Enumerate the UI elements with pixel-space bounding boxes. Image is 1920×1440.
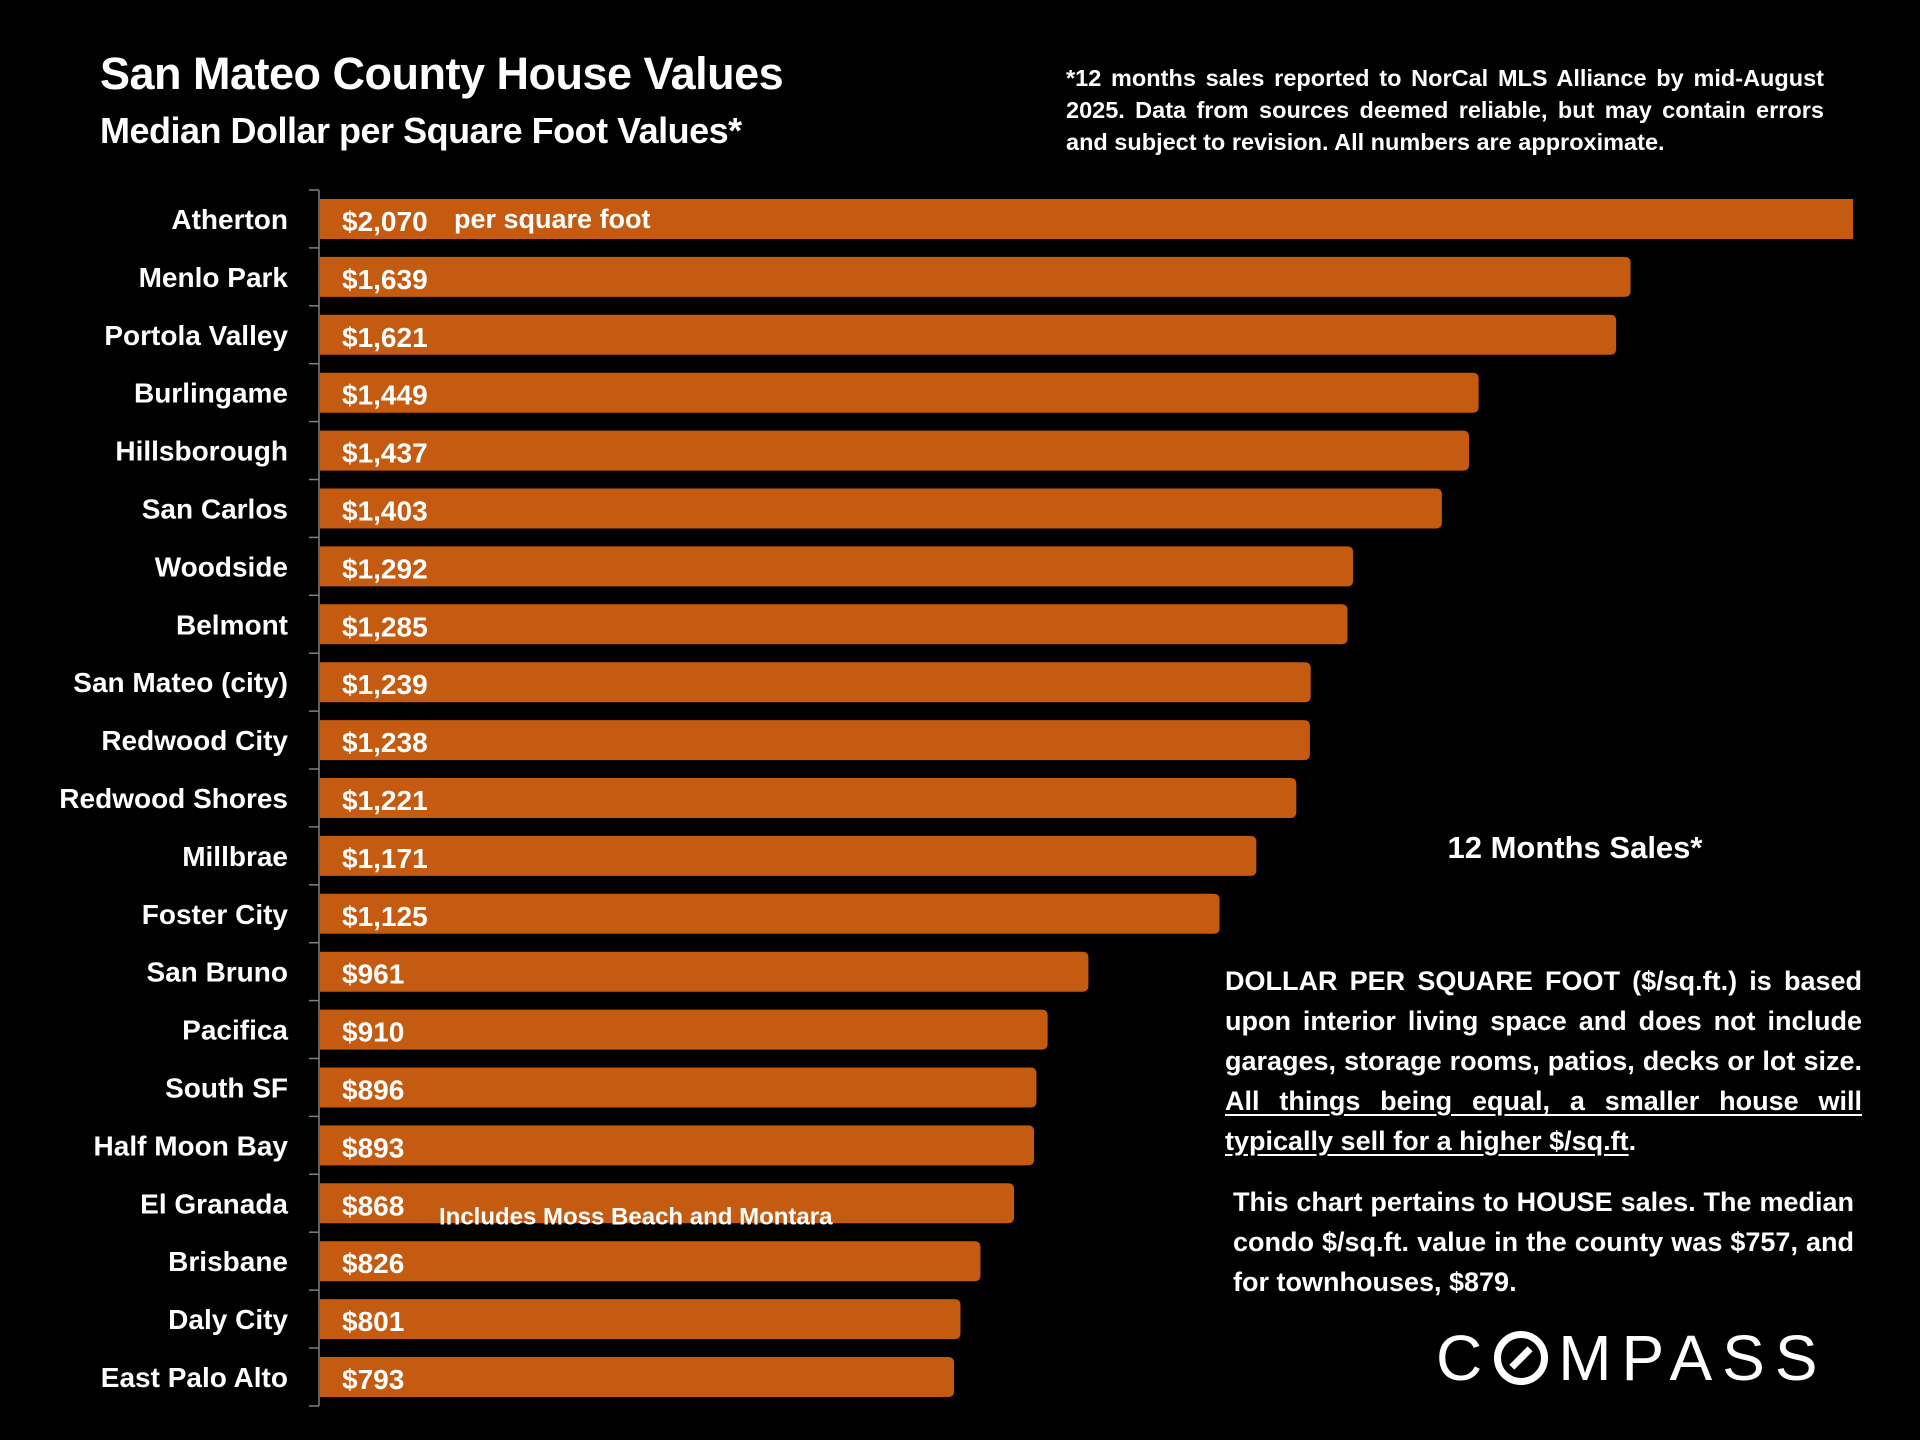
value-label: $793 — [342, 1364, 404, 1395]
category-label: Woodside — [155, 551, 288, 582]
value-label: $2,070 — [342, 206, 428, 237]
bar-millbrae — [320, 835, 1257, 876]
bar-daly-city — [320, 1299, 961, 1340]
category-labels: Atherton Menlo Park Portola Valley Burlinga… — [59, 204, 288, 1393]
value-label: $1,238 — [342, 727, 428, 758]
definition-end: . — [1628, 1126, 1637, 1156]
definition-text: DOLLAR PER SQUARE FOOT ($/sq.ft.) is bas… — [1225, 966, 1862, 1076]
value-label: $961 — [342, 959, 404, 990]
value-label: $1,285 — [342, 611, 428, 642]
category-label: Portola Valley — [104, 320, 288, 351]
value-label: $1,292 — [342, 553, 428, 584]
bar-san-mateo-city — [320, 662, 1311, 703]
category-label: Belmont — [176, 609, 288, 640]
value-label: $801 — [342, 1306, 404, 1337]
logo-letter-c: C — [1436, 1322, 1493, 1394]
bar-redwood-shores — [320, 778, 1297, 818]
bar-san-carlos — [320, 488, 1442, 529]
value-label: $868 — [342, 1190, 404, 1221]
value-label: $1,221 — [342, 785, 428, 816]
category-label: Brisbane — [168, 1246, 288, 1277]
category-label: El Granada — [140, 1188, 288, 1219]
bar-belmont — [320, 604, 1348, 645]
value-label: $1,621 — [342, 322, 428, 353]
sales-period-heading: 12 Months Sales* — [1447, 830, 1703, 865]
bar-redwood-city — [320, 720, 1310, 761]
value-label: $1,449 — [342, 380, 428, 411]
bar-atherton — [320, 199, 1853, 239]
bar-pacifica — [320, 1009, 1048, 1050]
category-label: San Bruno — [146, 957, 288, 988]
category-label: Hillsborough — [115, 436, 288, 467]
bar-portola-valley — [320, 314, 1617, 355]
bar-menlo-park — [320, 256, 1631, 297]
compass-logo: C MPASS — [1436, 1326, 1828, 1390]
bar-brisbane — [320, 1241, 981, 1282]
bars — [320, 199, 1853, 1397]
category-label: Redwood City — [101, 725, 288, 756]
bar-south-sf — [320, 1067, 1037, 1108]
category-label: Millbrae — [182, 841, 288, 872]
category-label: Redwood Shores — [59, 783, 288, 814]
bar-san-bruno — [320, 951, 1089, 992]
bar-east-palo-alto — [320, 1357, 955, 1397]
value-labels: $2,070 $1,639 $1,621 $1,449 $1,437 $1,403 $1,2… — [342, 206, 428, 1395]
value-label: $1,125 — [342, 901, 428, 932]
chart-title: San Mateo County House Values — [100, 48, 784, 99]
bar-woodside — [320, 546, 1354, 587]
chart-subtitle: Median Dollar per Square Foot Values* — [100, 110, 742, 151]
category-label: East Palo Alto — [101, 1362, 288, 1393]
value-label: $1,437 — [342, 438, 428, 469]
value-label: $910 — [342, 1017, 404, 1048]
value-label: $1,403 — [342, 496, 428, 527]
value-label: $896 — [342, 1075, 404, 1106]
logo-letters-mpass: MPASS — [1558, 1322, 1828, 1394]
source-footnote: *12 months sales reported to NorCal MLS … — [1066, 65, 1824, 155]
bar-hillsborough — [320, 430, 1470, 471]
category-label: Atherton — [171, 204, 288, 235]
bar-foster-city — [320, 893, 1220, 934]
bar-burlingame — [320, 372, 1479, 413]
category-label: Pacifica — [182, 1015, 288, 1046]
value-label: $1,171 — [342, 843, 428, 874]
bar-half-moon-bay — [320, 1125, 1035, 1166]
category-label: San Mateo (city) — [73, 667, 288, 698]
value-label: $1,639 — [342, 264, 428, 295]
value-label: $1,239 — [342, 669, 428, 700]
definition-paragraph: DOLLAR PER SQUARE FOOT ($/sq.ft.) is bas… — [1225, 961, 1862, 1161]
category-label: Foster City — [142, 899, 289, 930]
value-label: $893 — [342, 1132, 404, 1163]
category-label: Daly City — [168, 1304, 288, 1335]
house-sales-note: This chart pertains to HOUSE sales. The … — [1233, 1187, 1854, 1297]
annotation-label: Includes Moss Beach and Montara — [439, 1203, 833, 1230]
category-label: Burlingame — [134, 378, 288, 409]
annotation-label: per square foot — [454, 204, 651, 234]
category-label: Menlo Park — [139, 262, 289, 293]
value-label: $826 — [342, 1248, 404, 1279]
category-label: San Carlos — [142, 494, 288, 525]
category-axis — [309, 189, 320, 1407]
category-label: Half Moon Bay — [94, 1130, 289, 1161]
definition-emphasis: All things being equal, a smaller house … — [1225, 1086, 1862, 1156]
bar-el-granada — [320, 1183, 1015, 1224]
compass-o-icon — [1494, 1331, 1549, 1385]
bar-annotations: per square foot Includes Moss Beach and M… — [439, 204, 833, 1230]
category-label: South SF — [165, 1073, 288, 1104]
